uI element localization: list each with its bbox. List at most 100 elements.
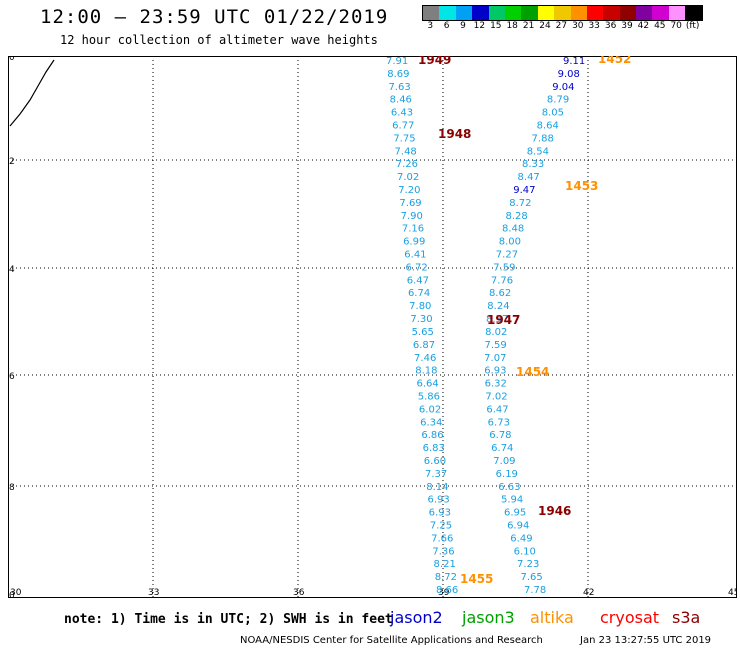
swh-value-east: 6.63 [498, 482, 520, 493]
swh-value-east: 8.24 [487, 301, 509, 312]
swh-value-east: 8.02 [485, 327, 507, 338]
swh-value-west: 6.83 [423, 443, 445, 454]
colorbar-swatch [504, 6, 522, 20]
legend-altika: altika [530, 608, 574, 627]
swh-value-west: 6.87 [413, 340, 435, 351]
swh-value-east: 8.64 [537, 121, 559, 132]
swh-value-west: 7.66 [431, 533, 453, 544]
swh-value-west: 7.90 [401, 211, 423, 222]
lat-tick-label: -38 [8, 483, 15, 493]
lon-tick-label: 33 [148, 588, 159, 598]
colorbar-labels: 3 6 9 12 15 18 21 24 27 30 33 36 39 42 45 70 (ft) [422, 21, 740, 33]
time-label: 1946 [538, 504, 571, 518]
swh-value-east: 8.54 [527, 146, 549, 157]
swh-value-west: 8.21 [434, 559, 456, 570]
time-label: 1949 [418, 56, 451, 67]
swh-value-west: 6.77 [392, 121, 414, 132]
legend-jason2: jason2 [390, 608, 443, 627]
swh-value-east: 8.62 [489, 288, 511, 299]
generation-timestamp: Jan 23 13:27:55 UTC 2019 [580, 635, 712, 646]
swh-value-west: 6.72 [406, 262, 428, 273]
swh-value-east: 8.00 [499, 237, 521, 248]
swh-value-west: 5.65 [412, 327, 434, 338]
swh-value-east: 7.09 [493, 456, 515, 467]
colorbar-label: 12 [473, 21, 486, 31]
swh-value-west: 6.02 [419, 404, 441, 415]
swh-value-west: 8.46 [390, 95, 412, 106]
swh-value-east: 9.47 [513, 185, 535, 196]
swh-value-west: 7.20 [398, 185, 420, 196]
swh-value-east: 7.59 [493, 262, 515, 273]
swh-value-east: 8.28 [505, 211, 527, 222]
swh-value-west: 7.02 [397, 172, 419, 183]
swh-value-west: 7.48 [395, 146, 417, 157]
swh-value-west: 7.30 [410, 314, 432, 325]
swh-value-east: 8.05 [542, 108, 564, 119]
lat-tick-label: -32 [8, 157, 15, 167]
lat-tick-label: -34 [8, 265, 15, 275]
swh-value-east: 6.10 [514, 546, 536, 557]
swh-value-west: 7.63 [388, 82, 410, 93]
swh-value-west: 5.86 [418, 391, 440, 402]
colorbar [422, 5, 703, 21]
colorbar-swatch [570, 6, 587, 20]
page-title: 12:00 – 23:59 UTC 01/22/2019 [40, 6, 389, 28]
swh-value-west: 7.80 [409, 301, 431, 312]
time-label: 1453 [565, 179, 598, 193]
time-label: 1948 [438, 127, 471, 141]
swh-value-east: 7.23 [517, 559, 539, 570]
swh-value-east: 5.94 [501, 495, 523, 506]
swh-value-west: 7.26 [396, 159, 418, 170]
lon-tick-label: 36 [293, 588, 305, 598]
swh-value-west: 6.34 [420, 417, 442, 428]
colorbar-swatch [652, 6, 669, 20]
lon-tick-label: 45 [728, 588, 737, 598]
swh-value-east: 9.04 [552, 82, 574, 93]
colorbar-label: 70 [670, 21, 682, 31]
colorbar-swatch [685, 6, 702, 20]
colorbar-label: 15 [490, 21, 502, 31]
colorbar-swatch [537, 6, 555, 20]
time-label: 1947 [487, 313, 520, 327]
colorbar-swatch [521, 6, 538, 20]
swh-value-east: 6.73 [488, 417, 510, 428]
swh-value-west: 6.64 [416, 379, 438, 390]
swh-value-east: 8.79 [547, 95, 569, 106]
swh-value-east: 7.76 [491, 275, 513, 286]
swh-value-west: 7.46 [414, 353, 436, 364]
swh-value-east: 8.37 [486, 314, 508, 325]
colorbar-label: 3 [427, 21, 434, 31]
colorbar-swatch [439, 6, 456, 20]
swh-value-west: 7.75 [393, 133, 415, 144]
colorbar-swatch [636, 6, 653, 20]
swh-value-east: 7.02 [485, 391, 507, 402]
swh-value-east: 6.94 [507, 520, 529, 531]
colorbar-label: 21 [522, 21, 535, 31]
colorbar-swatch [488, 6, 505, 20]
colorbar-label: 42 [637, 21, 650, 31]
colorbar-label: 30 [572, 21, 584, 31]
colorbar-label: 36 [604, 21, 617, 31]
swh-value-west: 8.18 [415, 366, 437, 377]
swh-value-west: 6.74 [408, 288, 430, 299]
colorbar-label: 18 [506, 21, 518, 31]
swh-value-east: 8.72 [509, 198, 531, 209]
time-label: 1455 [460, 572, 493, 586]
colorbar-swatch [603, 6, 620, 20]
swh-value-east: 7.78 [524, 585, 546, 596]
swh-value-east: 7.07 [484, 353, 506, 364]
swh-value-west: 8.69 [387, 69, 409, 80]
swh-value-east: 7.27 [496, 250, 518, 261]
legend-s3a: s3a [672, 608, 701, 627]
swh-value-east: 6.32 [485, 379, 507, 390]
colorbar-swatch [472, 6, 489, 20]
swh-value-west: 7.91 [386, 56, 408, 67]
colorbar-label: 24 [539, 21, 551, 31]
time-label: 1452 [598, 56, 631, 66]
colorbar-swatch [619, 6, 637, 20]
colorbar-swatch [586, 6, 604, 20]
colorbar-label: 6 [443, 21, 450, 31]
swh-value-east: 9.11 [563, 56, 585, 67]
swh-value-east: 6.74 [491, 443, 513, 454]
